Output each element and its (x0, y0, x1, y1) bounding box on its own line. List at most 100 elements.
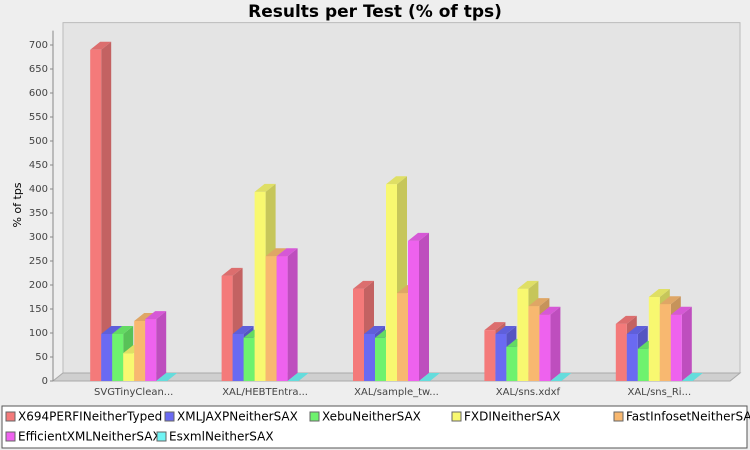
bar (112, 333, 124, 381)
bar (397, 293, 408, 381)
y-tick-label: 200 (29, 280, 48, 291)
legend-swatch (451, 411, 462, 422)
bar (364, 333, 375, 381)
bar-top (419, 373, 440, 381)
legend-label: XMLJAXPNeitherSAX (177, 410, 298, 424)
y-tick-label: 400 (29, 184, 48, 195)
y-tick-label: 600 (29, 88, 48, 99)
bar-side (156, 311, 167, 381)
bar-top (626, 325, 648, 334)
x-tick-label: XAL/sns_Ri... (627, 387, 691, 398)
bar (221, 275, 233, 381)
x-tick-label: XAL/HEBTEntra... (222, 387, 308, 398)
bar (637, 348, 649, 381)
bar (648, 297, 660, 381)
x-tick-label: XAL/sample_tw... (354, 387, 439, 398)
bar-top (615, 315, 637, 324)
y-tick-label: 450 (29, 160, 48, 171)
bar (375, 337, 386, 381)
legend-swatch (5, 411, 16, 422)
bar-top (484, 322, 506, 331)
bar-top (495, 325, 517, 334)
bar (528, 306, 540, 381)
bar (254, 191, 266, 381)
legend: X694PERFINeitherTyped XMLJAXPNeitherSAX Xe… (5, 410, 750, 444)
y-tick-label: 50 (35, 352, 48, 363)
bar-top (134, 313, 156, 321)
y-tick-label: 650 (29, 64, 48, 75)
y-tick-label: 300 (29, 232, 48, 243)
bar (90, 49, 102, 382)
legend-swatch (613, 411, 624, 422)
bar-top (681, 373, 703, 381)
bar-side (287, 248, 298, 381)
bar-top (528, 298, 550, 307)
legend-swatch (164, 411, 175, 422)
y-tick-label: 0 (42, 376, 48, 387)
bar-top (156, 373, 178, 381)
bar (615, 323, 627, 381)
chart-title: Results per Test (% of tps) (248, 2, 502, 22)
bar-top (659, 296, 681, 305)
bar (276, 256, 288, 381)
bar (232, 333, 244, 381)
bar-side (419, 232, 429, 381)
legend-swatch (309, 411, 320, 422)
bar-side (681, 306, 692, 381)
legend-label: FastInfosetNeitherSAX (626, 410, 750, 424)
bar-top (408, 232, 429, 241)
bar-top (670, 306, 692, 315)
bar (539, 314, 551, 381)
y-tick-label: 550 (29, 112, 48, 123)
bar-top (353, 280, 374, 289)
bar-top (386, 176, 407, 185)
legend-label: XebuNeitherSAX (322, 410, 421, 424)
bar (265, 256, 277, 381)
bar (670, 314, 682, 381)
bar-top (648, 289, 670, 297)
bar (386, 184, 397, 381)
bar-top (254, 183, 276, 192)
bar (484, 330, 496, 381)
bar-top (221, 267, 243, 276)
bar (506, 346, 518, 381)
bar (626, 333, 638, 381)
legend-label: EfficientXMLNeitherSAX (18, 430, 161, 444)
bar-top (101, 325, 123, 334)
y-tick-label: 500 (29, 136, 48, 147)
y-tick-label: 350 (29, 208, 48, 219)
bar-top (364, 325, 385, 334)
bar-top (145, 311, 167, 320)
bar (408, 240, 419, 381)
bar (517, 288, 529, 381)
bar (101, 333, 113, 381)
bar (659, 304, 671, 381)
bar (145, 319, 157, 381)
bar (134, 321, 146, 381)
bar-top (287, 373, 309, 381)
bar (123, 353, 135, 381)
bar-top (539, 306, 561, 315)
bar (495, 333, 507, 381)
bar (243, 337, 255, 381)
bar-top (232, 325, 254, 334)
bar-side (550, 306, 561, 381)
x-tick-label: SVGTinyClean... (94, 387, 173, 398)
bar-side (101, 41, 112, 382)
bar-top (112, 325, 134, 334)
legend-label: FXDINeitherSAX (464, 410, 561, 424)
y-axis-label: % of tps (11, 182, 24, 227)
y-tick-label: 150 (29, 304, 48, 315)
y-tick-label: 250 (29, 256, 48, 267)
bar-top (90, 41, 112, 50)
x-tick-label: XAL/sns.xdxf (496, 387, 561, 398)
legend-swatch (156, 431, 167, 442)
legend-label: X694PERFINeitherTyped (18, 410, 162, 424)
bar-top (276, 248, 298, 257)
bar-top (517, 280, 539, 289)
y-tick-label: 700 (29, 40, 48, 51)
bar-top (550, 373, 572, 381)
bar (353, 288, 364, 381)
legend-label: EsxmlNeitherSAX (169, 430, 274, 444)
